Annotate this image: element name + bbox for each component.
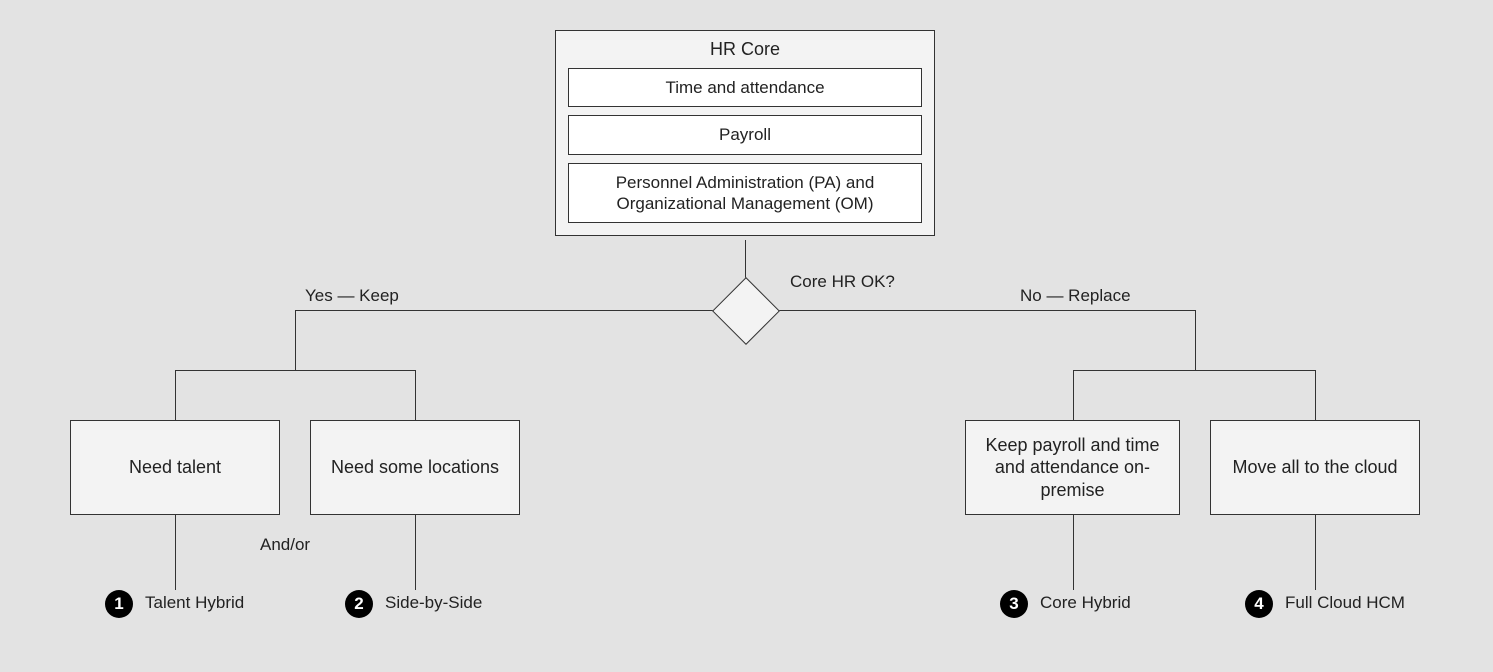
option-keep-onprem: Keep payroll and time and attendance on-… [965, 420, 1180, 515]
hr-core-item-pa-om: Personnel Administration (PA) and Organi… [568, 163, 922, 224]
outcome-label-2: Side-by-Side [385, 593, 482, 613]
connector [295, 310, 296, 370]
outcome-label-1: Talent Hybrid [145, 593, 244, 613]
outcome-badge-1: 1 [105, 590, 133, 618]
connector [295, 310, 722, 311]
outcome-label-4: Full Cloud HCM [1285, 593, 1405, 613]
connector [1195, 310, 1196, 370]
connector [1073, 370, 1315, 371]
decision-label: Core HR OK? [790, 272, 895, 292]
flowchart-canvas: HR Core Time and attendance Payroll Pers… [0, 0, 1493, 672]
connector [175, 370, 415, 371]
outcome-badge-2: 2 [345, 590, 373, 618]
decision-diamond [712, 277, 780, 345]
option-need-locations: Need some locations [310, 420, 520, 515]
connector [1315, 370, 1316, 420]
connector [1073, 370, 1074, 420]
option-need-talent: Need talent [70, 420, 280, 515]
connector [415, 515, 416, 590]
connector [175, 515, 176, 590]
branch-label-no: No — Replace [1020, 286, 1131, 306]
outcome-label-3: Core Hybrid [1040, 593, 1131, 613]
hr-core-item-payroll: Payroll [568, 115, 922, 154]
hr-core-item-time: Time and attendance [568, 68, 922, 107]
connector [415, 370, 416, 420]
connector [1073, 515, 1074, 590]
branch-label-yes: Yes — Keep [305, 286, 399, 306]
connector [768, 310, 1195, 311]
connector [175, 370, 176, 420]
hr-core-title: HR Core [568, 39, 922, 60]
outcome-badge-4: 4 [1245, 590, 1273, 618]
hr-core-group: HR Core Time and attendance Payroll Pers… [555, 30, 935, 236]
connector [1315, 515, 1316, 590]
outcome-badge-3: 3 [1000, 590, 1028, 618]
option-move-cloud: Move all to the cloud [1210, 420, 1420, 515]
and-or-label: And/or [260, 535, 310, 555]
